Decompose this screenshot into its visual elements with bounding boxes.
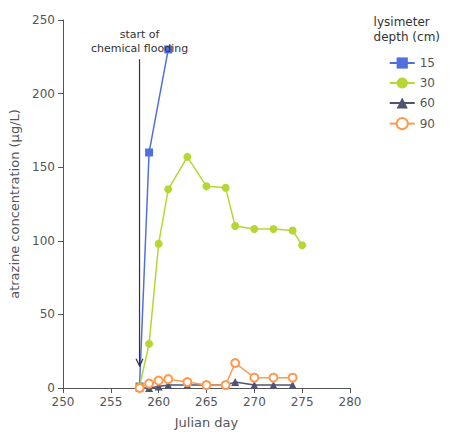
svg-text:255: 255 — [99, 395, 122, 409]
svg-text:250: 250 — [52, 395, 75, 409]
svg-text:lysimeter: lysimeter — [374, 15, 430, 29]
svg-text:200: 200 — [32, 87, 55, 101]
svg-text:0: 0 — [47, 381, 55, 395]
svg-text:150: 150 — [32, 160, 55, 174]
svg-text:100: 100 — [32, 234, 55, 248]
svg-text:265: 265 — [195, 395, 218, 409]
svg-text:chemical flooding: chemical flooding — [91, 42, 188, 55]
svg-text:90: 90 — [420, 117, 435, 131]
svg-text:280: 280 — [339, 395, 362, 409]
svg-text:260: 260 — [147, 395, 170, 409]
svg-text:atrazine concentration (μg/L): atrazine concentration (μg/L) — [7, 109, 22, 299]
svg-text:30: 30 — [420, 76, 435, 90]
svg-text:50: 50 — [40, 307, 55, 321]
svg-text:275: 275 — [291, 395, 314, 409]
svg-text:270: 270 — [243, 395, 266, 409]
svg-text:60: 60 — [420, 96, 435, 110]
svg-text:start of: start of — [120, 28, 161, 41]
svg-text:250: 250 — [32, 13, 55, 27]
svg-text:15: 15 — [420, 56, 435, 70]
svg-text:Julian day: Julian day — [174, 415, 239, 430]
svg-text:depth (cm): depth (cm) — [374, 30, 440, 44]
